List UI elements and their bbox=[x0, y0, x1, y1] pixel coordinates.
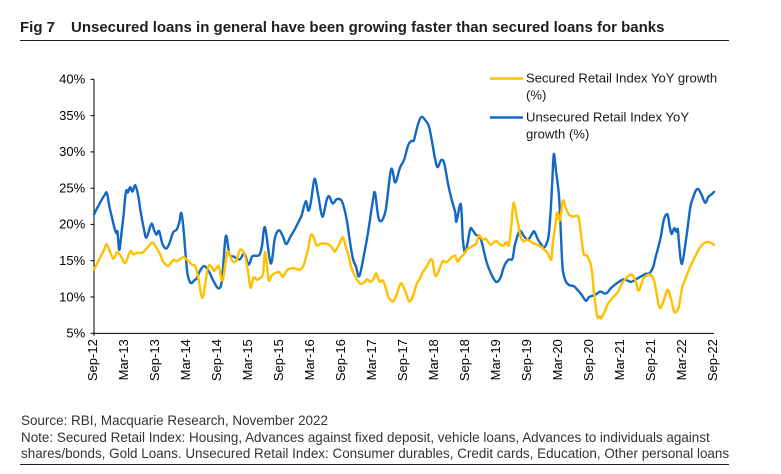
svg-text:Unsecured Retail Index YoY: Unsecured Retail Index YoY bbox=[526, 110, 689, 125]
svg-text:Mar-17: Mar-17 bbox=[364, 339, 379, 380]
svg-text:Mar-21: Mar-21 bbox=[612, 339, 627, 380]
svg-text:Sep-22: Sep-22 bbox=[705, 339, 720, 381]
svg-text:20%: 20% bbox=[59, 217, 85, 232]
svg-text:40%: 40% bbox=[59, 72, 85, 87]
svg-text:Mar-14: Mar-14 bbox=[178, 339, 193, 380]
svg-text:Sep-21: Sep-21 bbox=[643, 339, 658, 381]
svg-text:Sep-17: Sep-17 bbox=[395, 339, 410, 381]
svg-text:Secured Retail Index YoY growt: Secured Retail Index YoY growth bbox=[526, 71, 717, 86]
svg-text:Mar-18: Mar-18 bbox=[426, 339, 441, 380]
svg-text:10%: 10% bbox=[59, 289, 85, 304]
svg-text:Sep-20: Sep-20 bbox=[581, 339, 596, 381]
svg-text:Sep-16: Sep-16 bbox=[333, 339, 348, 381]
svg-text:Mar-22: Mar-22 bbox=[674, 339, 689, 380]
svg-text:15%: 15% bbox=[59, 253, 85, 268]
svg-text:Mar-13: Mar-13 bbox=[116, 339, 131, 380]
svg-text:5%: 5% bbox=[66, 326, 85, 341]
svg-text:35%: 35% bbox=[59, 108, 85, 123]
svg-text:Sep-14: Sep-14 bbox=[209, 339, 224, 381]
svg-text:Sep-18: Sep-18 bbox=[457, 339, 472, 381]
svg-text:Mar-20: Mar-20 bbox=[550, 339, 565, 380]
svg-text:Mar-19: Mar-19 bbox=[488, 339, 503, 380]
svg-text:Sep-13: Sep-13 bbox=[147, 339, 162, 381]
svg-text:Mar-16: Mar-16 bbox=[302, 339, 317, 380]
svg-text:Sep-19: Sep-19 bbox=[519, 339, 534, 381]
svg-text:Sep-12: Sep-12 bbox=[85, 339, 100, 381]
svg-text:growth (%): growth (%) bbox=[526, 126, 589, 141]
svg-text:30%: 30% bbox=[59, 144, 85, 159]
svg-text:25%: 25% bbox=[59, 181, 85, 196]
svg-text:(%): (%) bbox=[526, 87, 546, 102]
svg-text:Mar-15: Mar-15 bbox=[240, 339, 255, 380]
svg-text:Sep-15: Sep-15 bbox=[271, 339, 286, 381]
